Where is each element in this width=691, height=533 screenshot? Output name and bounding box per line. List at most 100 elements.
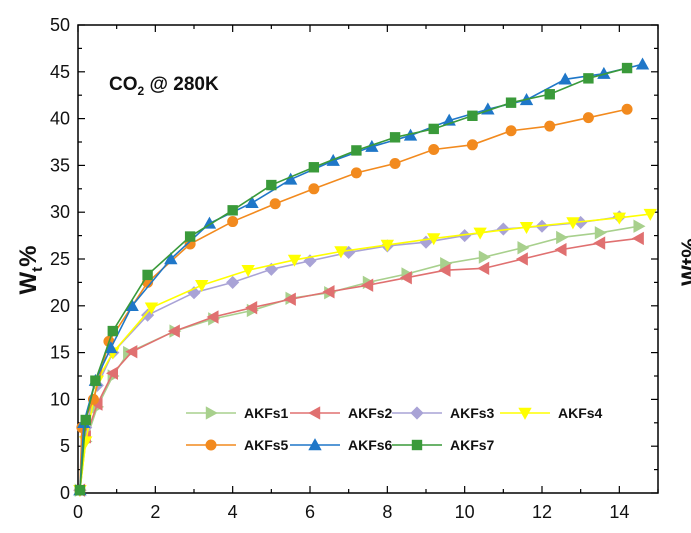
data-point <box>227 216 239 228</box>
data-point <box>496 222 510 236</box>
legend-label: AKFs4 <box>558 405 603 421</box>
data-point <box>245 300 258 315</box>
data-point <box>558 72 572 85</box>
data-point <box>322 285 335 299</box>
series-line <box>79 108 628 491</box>
data-point <box>334 246 348 259</box>
data-point <box>544 120 556 132</box>
data-point <box>544 89 555 100</box>
data-point <box>195 280 209 293</box>
x-tick-label: 6 <box>305 502 315 522</box>
data-point <box>399 271 412 285</box>
series-AKFs4 <box>73 208 657 498</box>
data-point <box>361 278 374 292</box>
data-point <box>184 231 196 242</box>
series-line <box>79 63 643 491</box>
data-point <box>167 324 180 338</box>
legend: AKFs1 AKFs2 AKFs3 AKFs4 AKFs5 AKFs6 AKFs7 <box>186 405 603 453</box>
x-tick-label: 2 <box>150 502 160 522</box>
y-tick-label: 40 <box>50 109 70 129</box>
y-tick-label: 45 <box>50 62 70 82</box>
data-point <box>478 250 491 264</box>
y-axis-label: Wt% <box>15 246 46 295</box>
x-tick-label: 14 <box>609 502 629 522</box>
data-point <box>227 205 238 216</box>
data-point <box>283 292 296 306</box>
data-point <box>593 236 606 250</box>
y-tick-label: 30 <box>50 202 70 222</box>
y-tick-label: 15 <box>50 343 70 363</box>
data-point <box>556 230 569 245</box>
legend-label: AKFs6 <box>348 437 393 453</box>
legend-marker <box>518 407 532 420</box>
data-point <box>266 179 277 191</box>
legend-marker <box>205 439 217 451</box>
y-tick-label: 20 <box>50 296 70 316</box>
legend-item: AKFs2 <box>290 405 393 421</box>
data-point <box>438 263 451 277</box>
series-line <box>79 237 639 491</box>
legend-label: AKFs5 <box>244 437 289 453</box>
legend-marker <box>205 406 218 420</box>
legend-label: AKFs7 <box>450 437 495 453</box>
data-point <box>241 265 255 278</box>
data-point <box>389 132 401 143</box>
legend-item: AKFs5 <box>186 437 289 453</box>
legend-label: AKFs3 <box>450 405 495 421</box>
data-point <box>428 123 439 135</box>
data-point <box>380 239 395 252</box>
data-point <box>505 97 517 108</box>
data-point <box>635 57 650 70</box>
data-point <box>427 233 441 246</box>
y-tick-label: 10 <box>50 389 70 409</box>
legend-marker <box>308 406 321 420</box>
x-tick-label: 8 <box>382 502 392 522</box>
data-point <box>308 162 320 173</box>
data-point <box>80 414 91 426</box>
data-point <box>612 212 627 225</box>
data-point <box>621 103 633 115</box>
data-point <box>350 167 362 179</box>
data-point <box>566 217 580 230</box>
data-point <box>477 261 490 276</box>
data-point <box>105 366 118 380</box>
data-point <box>226 275 240 289</box>
data-point <box>582 112 594 124</box>
legend-item: AKFs4 <box>500 405 603 421</box>
plot-area: 0 2 4 6 8 10 12 14 0 5 10 15 20 25 30 35 40 45 50 <box>50 15 659 522</box>
data-point <box>515 252 528 266</box>
x-tick-label: 12 <box>532 502 552 522</box>
legend-marker <box>410 406 424 420</box>
y-tick-label: 35 <box>50 155 70 175</box>
x-tick-label: 10 <box>455 502 475 522</box>
data-point <box>351 145 362 156</box>
data-point <box>389 158 401 170</box>
data-point <box>631 231 644 246</box>
series-AKFs7 <box>74 62 633 496</box>
legend-item: AKFs3 <box>392 405 495 421</box>
y-tick-label: 25 <box>50 249 70 269</box>
data-point <box>467 110 478 121</box>
data-point <box>517 241 530 255</box>
y-tick-label: 0 <box>60 483 70 503</box>
data-point <box>583 73 594 84</box>
data-point <box>466 139 478 151</box>
data-point <box>621 62 633 74</box>
data-point <box>74 484 86 496</box>
legend-item: AKFs7 <box>392 437 495 453</box>
legend-label: AKFs2 <box>348 405 393 421</box>
data-point <box>269 198 281 210</box>
y-tick-label: 50 <box>50 15 70 35</box>
data-point <box>594 226 607 240</box>
data-point <box>505 125 517 137</box>
legend-item: AKFs1 <box>186 405 289 421</box>
legend-marker <box>411 439 423 451</box>
data-point <box>142 269 153 281</box>
data-point <box>125 344 138 359</box>
data-point <box>554 242 567 257</box>
data-point <box>90 375 101 386</box>
x-tick-label: 4 <box>228 502 238 522</box>
data-point <box>308 183 320 195</box>
cropped-right-label: Wt% <box>677 238 691 286</box>
